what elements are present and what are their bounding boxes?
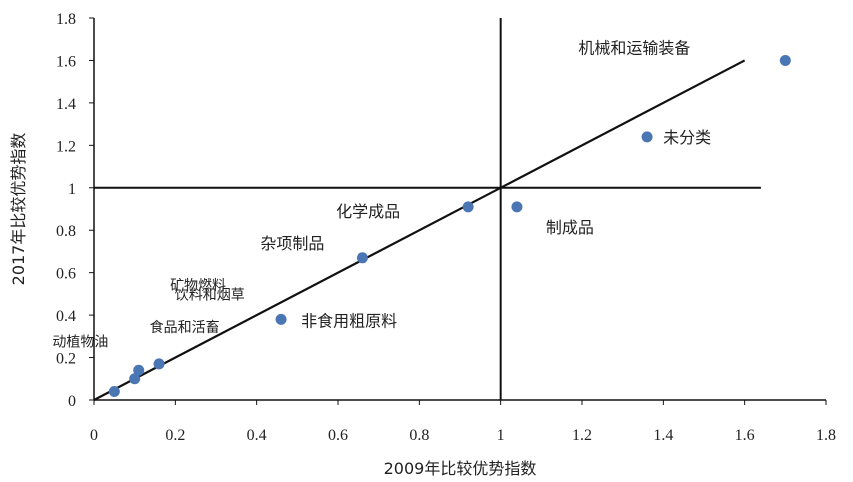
- x-tick-label: 1.8: [816, 427, 836, 444]
- y-tick-label: 1.2: [56, 138, 76, 155]
- point-label: 动植物油: [52, 335, 108, 351]
- data-point: [275, 313, 287, 325]
- y-tick-label: 0.4: [56, 308, 76, 325]
- data-point: [133, 364, 145, 376]
- y-tick-label: 1: [68, 181, 76, 198]
- trend-line-group: [93, 59, 746, 401]
- y-tick-label: 1.6: [56, 53, 76, 70]
- x-tick-label: 0: [90, 427, 98, 444]
- y-tick-label: 0.6: [56, 266, 76, 283]
- point-label: 矿物燃料: [170, 277, 226, 294]
- x-tick-label: 0.8: [409, 427, 429, 444]
- y-tick-label: 0: [68, 393, 76, 410]
- data-point: [779, 54, 791, 66]
- y-tick-label: 0.2: [56, 351, 76, 368]
- point-label: 食品和活畜: [150, 319, 220, 336]
- x-axis-title: 2009年比较优势指数: [384, 459, 537, 478]
- data-point: [511, 201, 523, 213]
- x-tick-label: 1.4: [653, 427, 673, 444]
- reference-lines: [94, 18, 761, 400]
- x-tick-label: 1.6: [735, 427, 755, 444]
- x-tick-label: 0.6: [328, 427, 348, 444]
- y-tick-label: 1.4: [56, 96, 76, 113]
- data-point: [641, 131, 653, 143]
- data-point: [462, 201, 474, 213]
- point-label: 饮料和烟草: [175, 287, 245, 303]
- point-label: 制成品: [546, 218, 594, 237]
- y-axis-title: 2017年比较优势指数: [9, 133, 28, 286]
- axes: 0 0.2 0.4 0.6 0.8 1 1.2 1.4 1.6 1.8 0 0.2 0.4 0.6 0.8 1…: [56, 11, 836, 444]
- x-tick-label: 1: [497, 427, 505, 444]
- x-tick-label: 0.2: [165, 427, 185, 444]
- point-label: 化学成品: [336, 202, 400, 221]
- y-tick-label: 1.8: [56, 11, 76, 28]
- point-label: 杂项制品: [260, 234, 324, 253]
- data-point: [129, 373, 141, 385]
- point-label: 非食用粗原料: [301, 311, 397, 330]
- y-tick-label: 0.8: [56, 223, 76, 240]
- data-point: [108, 386, 120, 398]
- data-points: [108, 54, 791, 398]
- point-label: 未分类: [663, 128, 711, 147]
- data-point: [356, 252, 368, 264]
- x-tick-label: 0.4: [247, 427, 267, 444]
- point-label: 机械和运输装备: [578, 38, 690, 57]
- trend-line: [93, 59, 746, 401]
- data-point: [153, 358, 165, 370]
- x-tick-label: 1.2: [572, 427, 592, 444]
